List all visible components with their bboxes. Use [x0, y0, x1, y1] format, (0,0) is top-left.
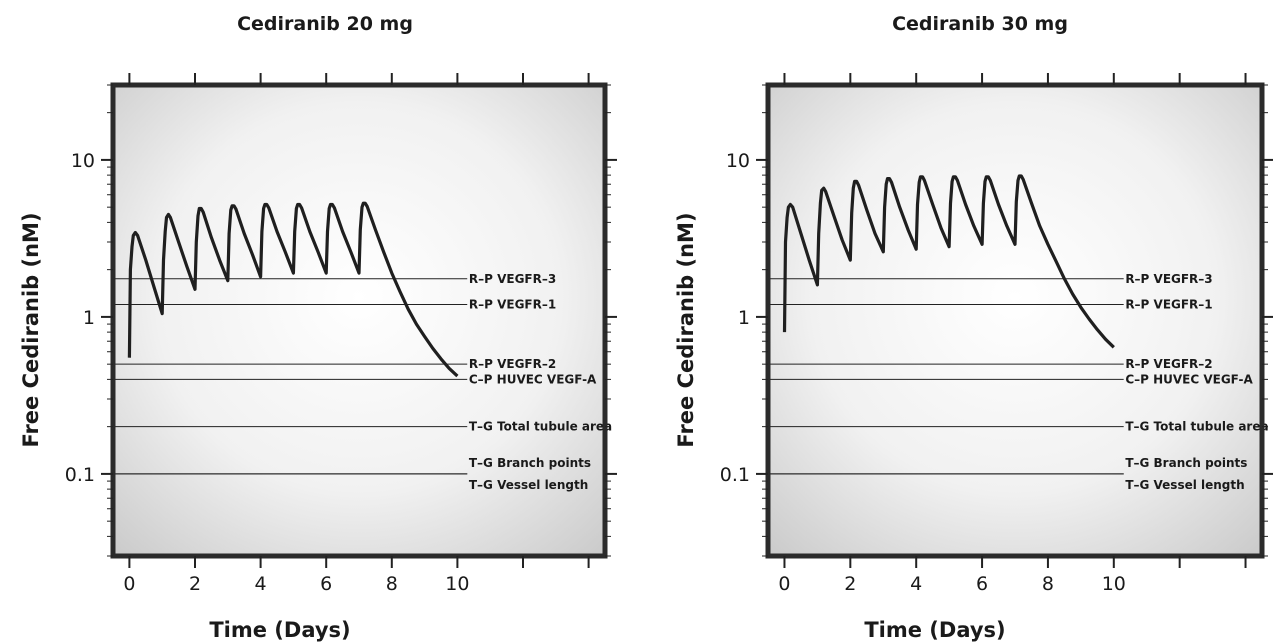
- reference-line-label: T–G Vessel length: [469, 478, 588, 492]
- reference-line-label: R–P VEGFR–2: [469, 357, 556, 371]
- y-tick-label: 0.1: [720, 464, 750, 486]
- x-tick-label: 8: [1042, 573, 1054, 595]
- reference-line-label: R–P VEGFR–2: [1125, 357, 1212, 371]
- x-tick-label: 4: [910, 573, 922, 595]
- x-tick-label: 4: [255, 573, 267, 595]
- reference-line-label: T–G Vessel length: [1125, 478, 1244, 492]
- plot-frame: [765, 82, 1265, 559]
- reference-line-label: R–P VEGFR–1: [469, 297, 556, 311]
- concentration-curve: [127, 201, 459, 378]
- x-tick-label: 10: [445, 573, 469, 595]
- y-tick-label: 0.1: [65, 464, 95, 486]
- x-tick-label: 6: [976, 573, 988, 595]
- x-tick-label: 2: [844, 573, 856, 595]
- chart-title: Cediranib 30 mg: [892, 13, 1068, 35]
- x-axis-label: Time (Days): [209, 618, 350, 642]
- y-tick-label: 10: [71, 150, 95, 172]
- chart-panel-1: R–P VEGFR–3 R–P VEGFR–1 R–P VEGFR–2C–P HUV…: [19, 13, 617, 642]
- x-tick-label: 0: [778, 573, 790, 595]
- y-tick-label: 1: [738, 307, 750, 329]
- x-tick-label: 0: [123, 573, 135, 595]
- y-tick-label: 10: [726, 150, 750, 172]
- chart-panel-2: R–P VEGFR–3 R–P VEGFR–1 R–P VEGFR–2C–P HUV…: [674, 13, 1273, 642]
- y-tick-label: 1: [83, 307, 95, 329]
- reference-line-label: T–G Total tubule area: [469, 420, 612, 434]
- plot-area: [113, 85, 605, 556]
- reference-line-label: T–G Total tubule area: [1125, 420, 1268, 434]
- x-tick-label: 2: [189, 573, 201, 595]
- reference-line-label: C–P HUVEC VEGF-A: [469, 372, 597, 386]
- x-tick-label: 8: [386, 573, 398, 595]
- reference-line-label: T–G Branch points: [1125, 456, 1247, 470]
- x-axis-label: Time (Days): [864, 618, 1005, 642]
- reference-line-label: R–P VEGFR–3: [1125, 272, 1212, 286]
- reference-line-label: T–G Branch points: [469, 456, 591, 470]
- plot-frame: [110, 82, 608, 559]
- reference-line-label: R–P VEGFR–3: [469, 272, 556, 286]
- x-tick-label: 10: [1102, 573, 1126, 595]
- reference-line-label: C–P HUVEC VEGF-A: [1125, 372, 1253, 386]
- y-axis-label: Free Cediranib (nM): [19, 212, 43, 447]
- concentration-curve: [782, 174, 1115, 349]
- x-tick-label: 6: [320, 573, 332, 595]
- reference-line-label: R–P VEGFR–1: [1125, 297, 1212, 311]
- chart-title: Cediranib 20 mg: [237, 13, 413, 35]
- y-axis-label: Free Cediranib (nM): [674, 212, 698, 447]
- plot-area: [768, 85, 1262, 556]
